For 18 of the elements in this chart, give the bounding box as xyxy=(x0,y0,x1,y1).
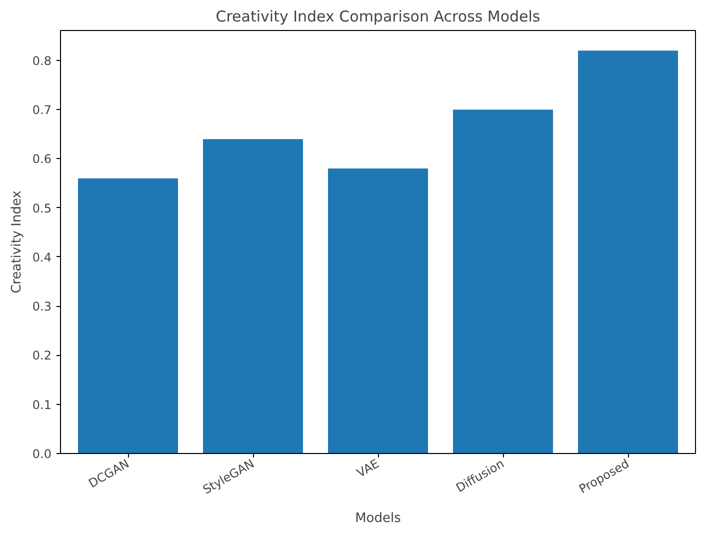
y-tick-label: 0.6 xyxy=(32,152,52,166)
y-axis-title: Creativity Index xyxy=(9,190,24,294)
x-tick-label: VAE xyxy=(354,456,382,480)
y-tick-label: 0.2 xyxy=(32,348,52,363)
bar xyxy=(453,110,553,454)
bar xyxy=(578,50,678,454)
bar xyxy=(328,168,428,454)
y-tick-label: 0.1 xyxy=(32,398,52,412)
y-tick-label: 0.3 xyxy=(32,300,52,314)
bar xyxy=(203,139,303,454)
y-tick-label: 0.7 xyxy=(32,103,52,118)
x-axis-title: Models xyxy=(355,510,402,526)
chart-title: Creativity Index Comparison Across Models xyxy=(216,8,540,26)
y-tick-label: 0.5 xyxy=(32,201,52,216)
y-tick-label: 0.0 xyxy=(32,447,52,461)
y-tick-label: 0.4 xyxy=(32,250,52,264)
bar xyxy=(78,178,178,454)
y-tick-label: 0.8 xyxy=(32,54,52,68)
